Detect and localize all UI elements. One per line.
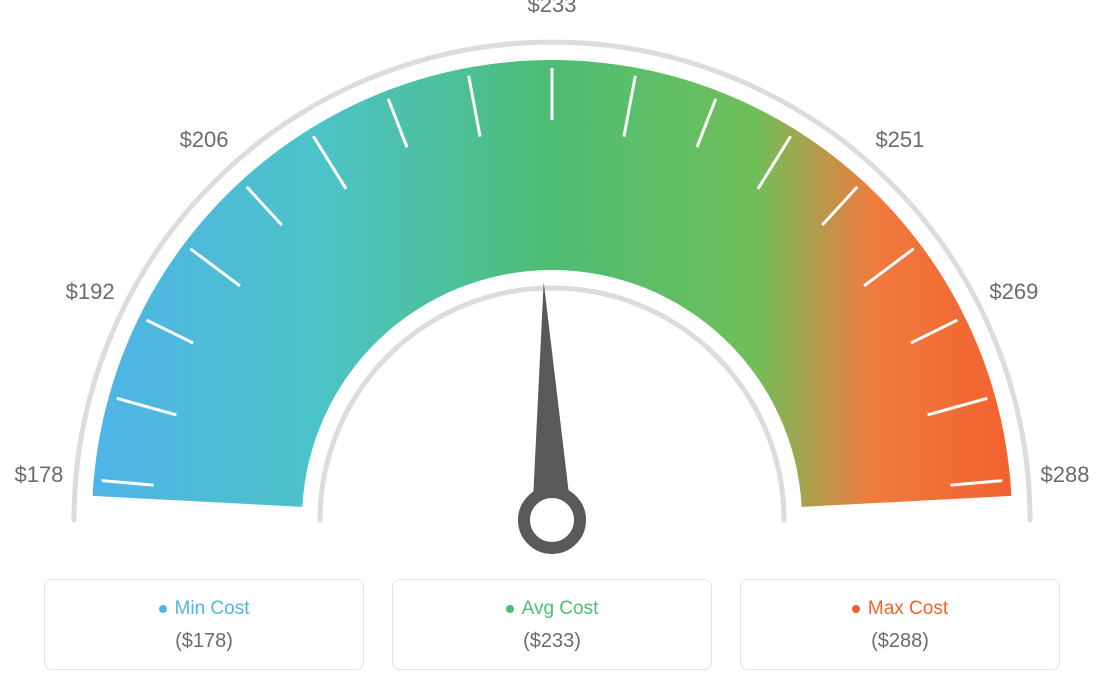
legend-label-min: Min Cost xyxy=(175,598,250,620)
legend-value-max: ($288) xyxy=(751,630,1049,653)
legend-row: Min Cost ($178) Avg Cost ($233) Max Cost… xyxy=(0,579,1104,670)
gauge-tick-label: $233 xyxy=(528,0,577,18)
legend-label-avg: Avg Cost xyxy=(522,598,599,620)
legend-label-max: Max Cost xyxy=(868,598,948,620)
gauge-tick-label: $288 xyxy=(1041,462,1090,488)
legend-dot-avg xyxy=(506,605,514,613)
legend-title-max: Max Cost xyxy=(852,598,948,620)
legend-dot-max xyxy=(852,605,860,613)
legend-title-avg: Avg Cost xyxy=(506,598,599,620)
legend-title-min: Min Cost xyxy=(159,598,250,620)
legend-card-avg: Avg Cost ($233) xyxy=(392,579,712,670)
gauge-tick-label: $192 xyxy=(66,279,115,305)
legend-value-min: ($178) xyxy=(55,630,353,653)
cost-gauge: $178 $192 $206 $233 $251 $269 $288 xyxy=(0,0,1104,560)
legend-value-avg: ($233) xyxy=(403,630,701,653)
gauge-svg xyxy=(0,0,1104,560)
gauge-tick-label: $178 xyxy=(14,462,63,488)
gauge-tick-label: $269 xyxy=(989,279,1038,305)
gauge-tick-label: $206 xyxy=(180,127,229,153)
legend-dot-min xyxy=(159,605,167,613)
legend-card-max: Max Cost ($288) xyxy=(740,579,1060,670)
legend-card-min: Min Cost ($178) xyxy=(44,579,364,670)
gauge-tick-label: $251 xyxy=(875,127,924,153)
